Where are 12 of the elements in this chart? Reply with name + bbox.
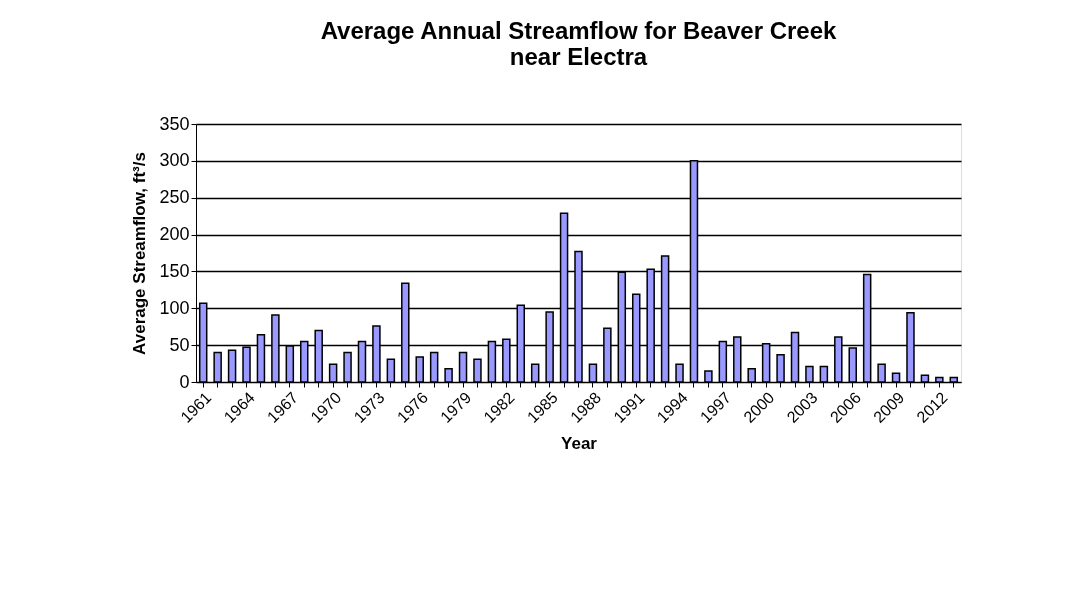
- y-tick-label: 350: [159, 113, 190, 134]
- y-tick-label: 300: [159, 150, 190, 171]
- x-axis-title: Year: [561, 433, 598, 453]
- text: Average Annual Streamflow for Beaver Creek: [320, 17, 837, 44]
- y-tick-label: 200: [159, 224, 190, 245]
- y-tick-label: 0: [179, 371, 190, 392]
- text: near Electra: [509, 43, 648, 70]
- y-tick-label: 100: [159, 297, 190, 318]
- y-tick-label: 250: [159, 187, 190, 208]
- y-tick-label: 50: [169, 334, 190, 355]
- y-tick-label: 150: [159, 260, 190, 281]
- y-axis-title: Average Streamflow, ft³/s: [130, 152, 150, 355]
